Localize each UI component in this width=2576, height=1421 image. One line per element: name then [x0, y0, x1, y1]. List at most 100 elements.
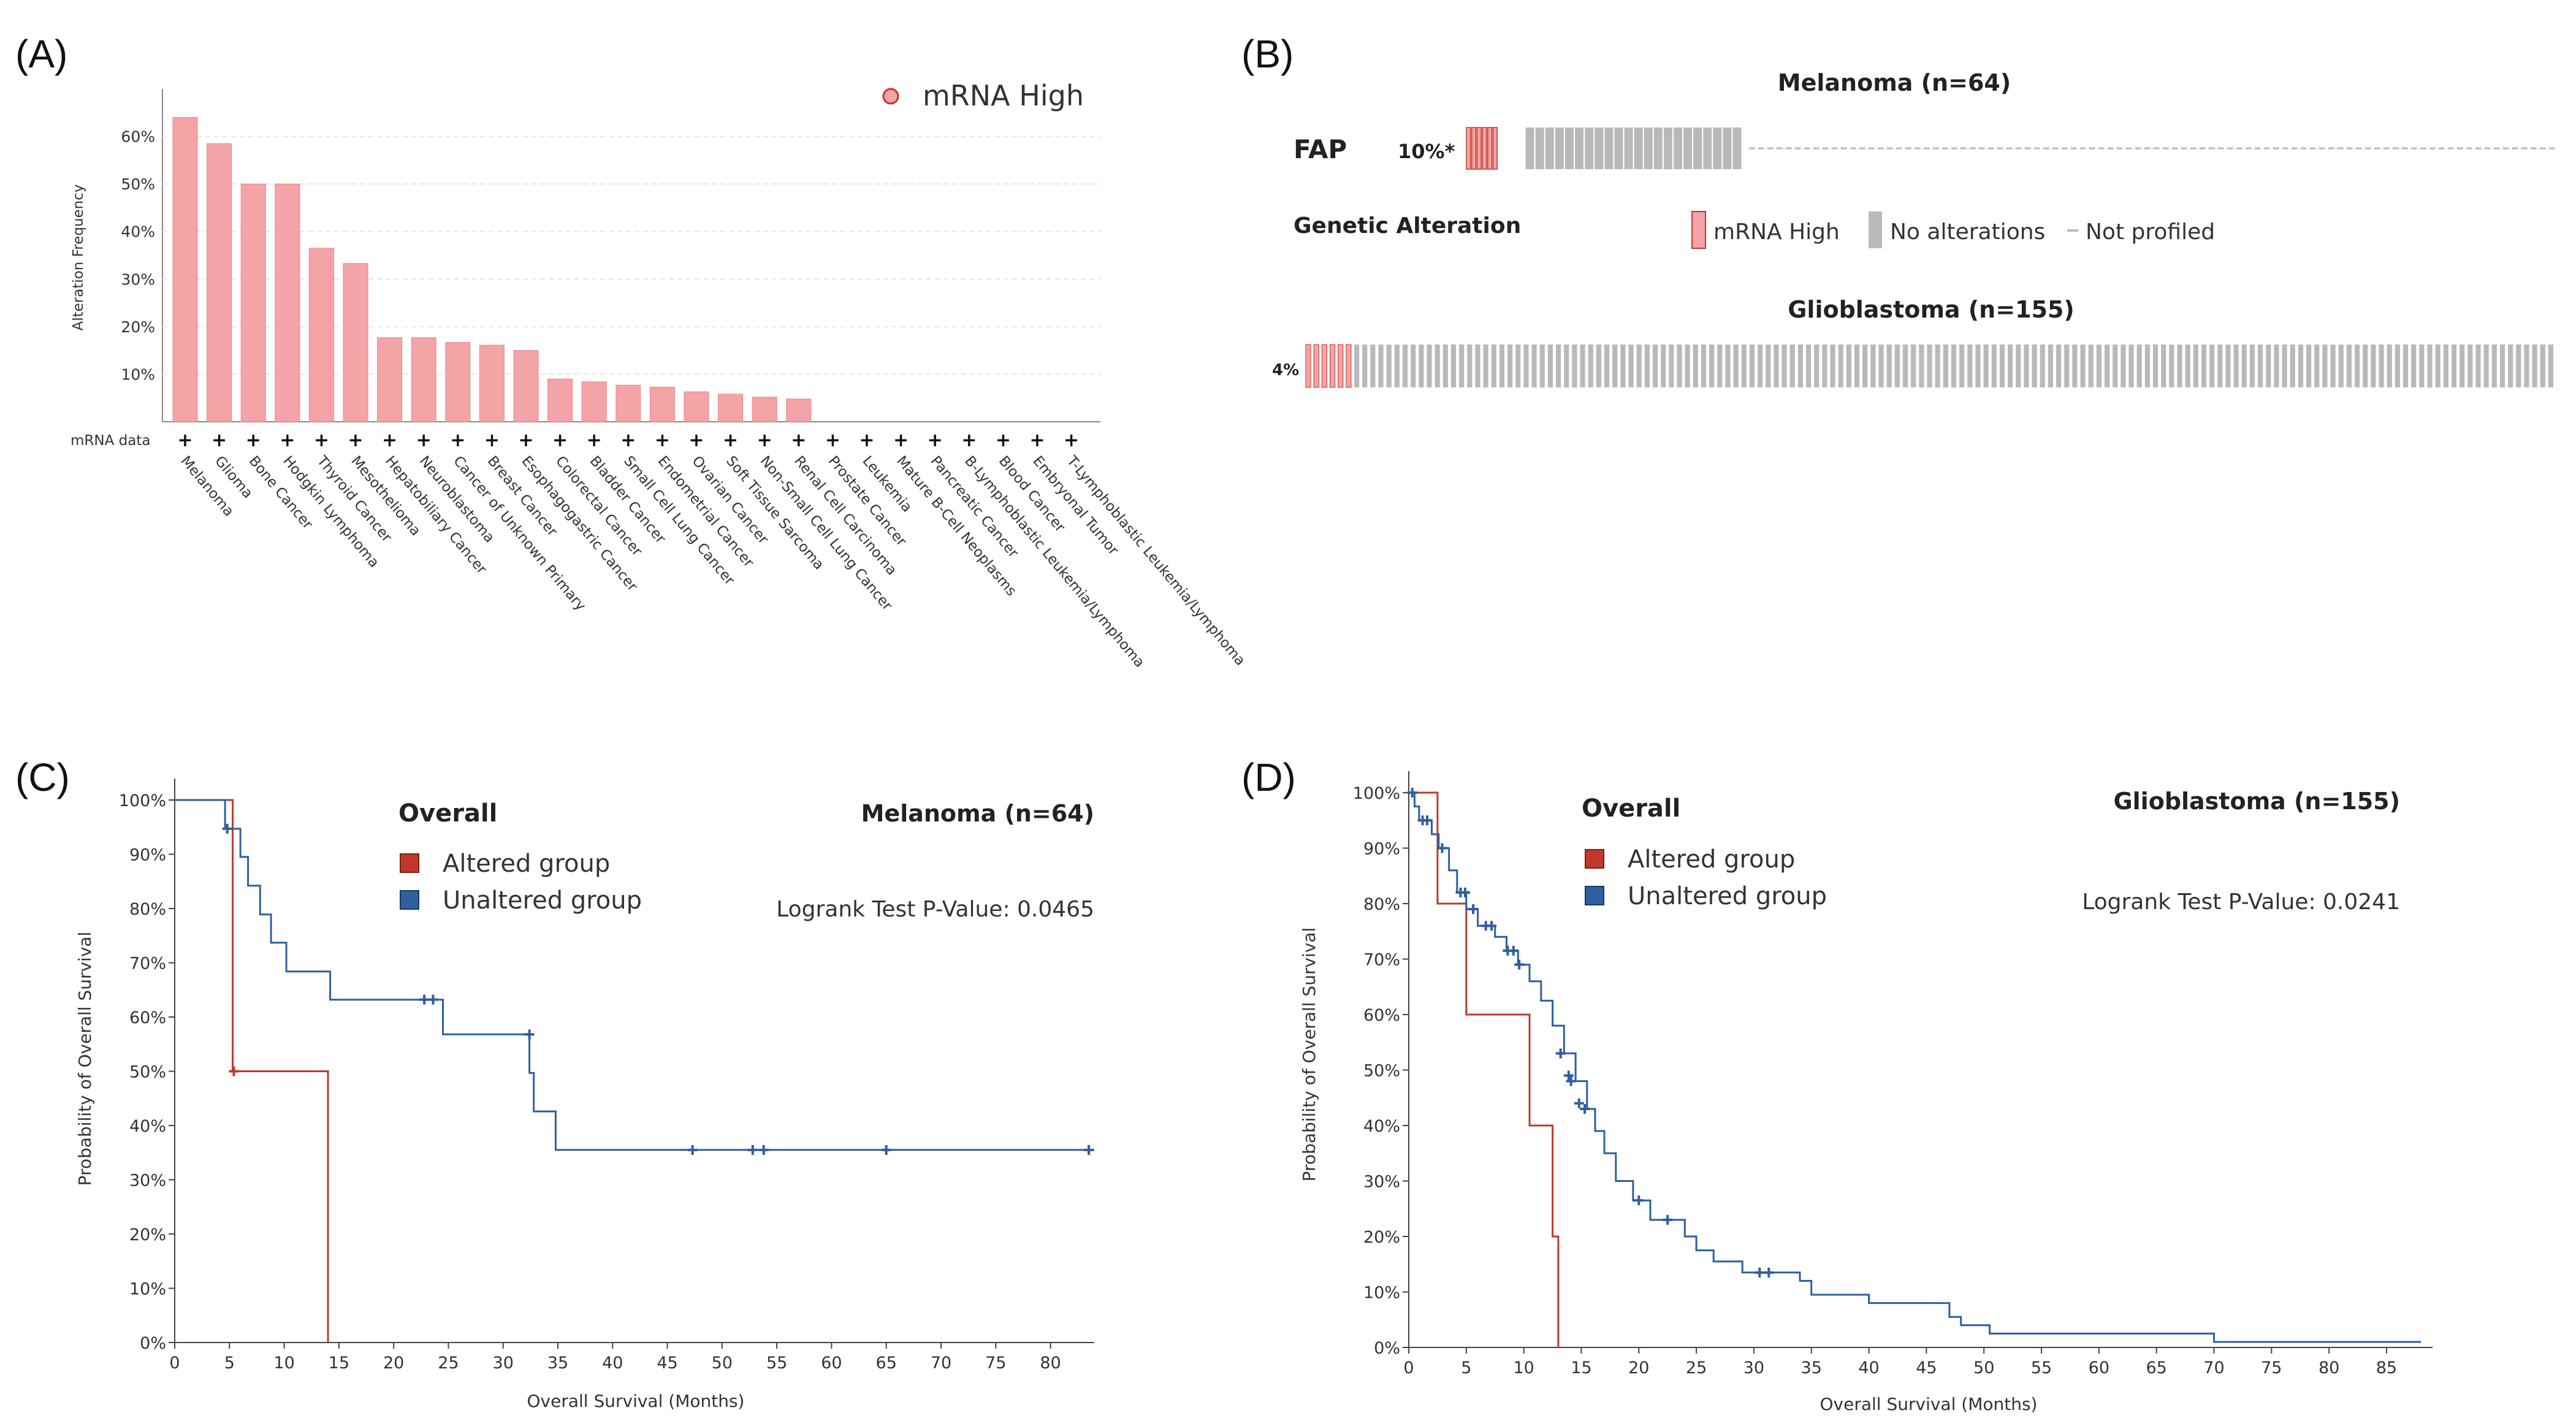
panel-b-melanoma-title: Melanoma (n=64) [1778, 69, 2011, 96]
panel-b-glioblastoma-unaltered-sample [1354, 345, 1360, 387]
panel-c-unaltered-censor-mark [524, 1029, 535, 1040]
panel-c-legend-altered: Altered group [443, 850, 610, 878]
panel-b-glioblastoma-unaltered-sample [2161, 345, 2166, 387]
panel-a-data-marker: + [552, 430, 568, 451]
panel-a-data-marker: + [382, 430, 397, 451]
panel-b-glioblastoma-unaltered-sample [2298, 345, 2303, 387]
panel-d-unaltered-censor-mark [1407, 788, 1417, 798]
panel-a-data-marker: + [859, 430, 874, 451]
panel-b-glioblastoma-unaltered-sample [1459, 345, 1465, 387]
panel-b-glioblastoma-unaltered-sample [2443, 345, 2448, 387]
panel-c-xtick-label: 0 [169, 1354, 180, 1373]
panel-c-ytick-label: 40% [129, 1117, 166, 1136]
panel-b-glioblastoma-unaltered-sample [1685, 345, 1690, 387]
panel-b-glioblastoma-unaltered-sample [1402, 345, 1408, 387]
panel-a-data-marker: + [928, 430, 943, 451]
panel-d-ytick-label: 0% [1374, 1339, 1400, 1358]
panel-b-glioblastoma-unaltered-sample [2346, 345, 2352, 387]
panel-d-km-glioblastoma: (D) 0% 10% 20% 30% 40% 50% 60% 70% 80% 90% 100% 0 5 1… [1241, 755, 2433, 1414]
panel-c-unaltered-censor-mark [758, 1145, 769, 1155]
panel-b-glioblastoma-unaltered-sample [1531, 345, 1537, 387]
panel-b-glioblastoma-unaltered-sample [2338, 345, 2344, 387]
panel-b-glioblastoma-unaltered-sample [1572, 345, 1577, 387]
panel-b-glioblastoma-unaltered-sample [1362, 345, 1368, 387]
panel-c-ytick-label: 80% [129, 900, 166, 919]
panel-d-legend-altered: Altered group [1628, 845, 1795, 874]
panel-c-unaltered-censor-mark [419, 994, 430, 1005]
panel-b-melanoma-unaltered-sample [1564, 128, 1574, 169]
panel-b-glioblastoma-unaltered-sample [1507, 345, 1513, 387]
panel-b-glioblastoma-unaltered-sample [2040, 345, 2045, 387]
panel-d-xtick-label: 35 [1801, 1358, 1822, 1377]
panel-b-glioblastoma-unaltered-sample [2282, 345, 2287, 387]
panel-b-glioblastoma-unaltered-sample [1854, 345, 1860, 387]
panel-d-xtick-label: 75 [2261, 1358, 2282, 1377]
panel-b-glioblastoma-unaltered-sample [1378, 345, 1384, 387]
panel-b-glioblastoma-unaltered-sample [1781, 345, 1787, 387]
panel-b-melanoma-unaltered-sample [1653, 128, 1663, 169]
panel-a-data-marker: + [177, 430, 192, 451]
panel-b-melanoma-altered-sample [1492, 127, 1498, 170]
panel-a-bar [479, 345, 505, 422]
panel-b-melanoma-unaltered-sample [1614, 128, 1623, 169]
panel-b-melanoma-unaltered-sample [1595, 128, 1604, 169]
panel-b-glioblastoma-unaltered-sample [1991, 345, 1997, 387]
panel-a-data-marker: + [348, 430, 363, 451]
panel-b-glioblastoma-unaltered-sample [1846, 345, 1851, 387]
panel-d-unaltered-censor-mark [1764, 1267, 1774, 1278]
panel-b-glioblastoma-unaltered-sample [2258, 345, 2263, 387]
panel-c-unaltered-curve [175, 799, 1094, 1151]
panel-b-glioblastoma-unaltered-sample [1725, 345, 1731, 387]
panel-b-glioblastoma-unaltered-sample [1515, 345, 1521, 387]
panel-d-xtick-label: 70 [2203, 1358, 2224, 1377]
panel-d-xtick-label: 40 [1858, 1358, 1879, 1377]
panel-c-pvalue: Logrank Test P-Value: 0.0465 [776, 897, 1094, 922]
panel-a-data-marker: + [791, 430, 806, 451]
panel-b-glioblastoma-unaltered-sample [1604, 345, 1610, 387]
panel-b-glioblastoma-unaltered-sample [2193, 345, 2198, 387]
panel-b-glioblastoma-unaltered-sample [2411, 345, 2417, 387]
panel-d-xtick-label: 15 [1571, 1358, 1591, 1377]
panel-a-data-marker: + [961, 430, 977, 451]
panel-d-unaltered-censor-mark [1755, 1267, 1765, 1278]
panel-b-melanoma-altered-sample [1487, 127, 1493, 170]
panel-a-legend-marker [882, 88, 899, 105]
panel-b-melanoma-unaltered-sample [1683, 128, 1693, 169]
panel-b-melanoma-unaltered-sample [1545, 128, 1554, 169]
panel-c-xtick-label: 80 [1040, 1354, 1061, 1373]
panel-b-glioblastoma-unaltered-sample [2016, 345, 2021, 387]
panel-a-data-marker: + [757, 430, 772, 451]
panel-a-ytick: 30% [121, 270, 155, 288]
panel-a-bar [581, 381, 607, 422]
panel-c-xtick-label: 45 [657, 1354, 677, 1373]
panel-b-glioblastoma-unaltered-sample [1733, 345, 1739, 387]
panel-b-glioblastoma-unaltered-sample [1886, 345, 1892, 387]
panel-d-unaltered-censor-mark [1574, 1098, 1584, 1108]
panel-b-glioblastoma-unaltered-sample [1419, 345, 1424, 387]
panel-b-glioblastoma-unaltered-sample [2048, 345, 2053, 387]
panel-a-ytick: 50% [121, 175, 155, 193]
panel-b-glioblastoma-unaltered-sample [1588, 345, 1593, 387]
panel-c-km-melanoma: (C) 0% 10% 20% 30% 40% 50% 60% 70% 80% 90% 100% 0 5 1… [15, 755, 1094, 1411]
panel-d-xtick-label: 55 [2031, 1358, 2052, 1377]
panel-b-melanoma-unaltered-sample [1575, 128, 1584, 169]
panel-d-xtick-label: 10 [1513, 1358, 1534, 1377]
panel-c-xtick-label: 15 [329, 1354, 349, 1373]
panel-a-data-marker: + [620, 430, 636, 451]
panel-c-title: Melanoma (n=64) [861, 800, 1094, 827]
panel-d-legend-unaltered: Unaltered group [1628, 882, 1827, 910]
panel-a-bar [649, 386, 675, 422]
panel-a-data-marker: + [1064, 430, 1079, 451]
panel-b-melanoma-unaltered-sample [1673, 128, 1682, 169]
panel-d-label: (D) [1241, 755, 1296, 799]
panel-b-glioblastoma-unaltered-sample [2096, 345, 2102, 387]
panel-b-glioblastoma-altered-sample [1329, 344, 1336, 388]
panel-b-glioblastoma-unaltered-sample [2032, 345, 2037, 387]
panel-a-legend-text: mRNA High [923, 79, 1084, 112]
panel-b-glioblastoma-unaltered-sample [1483, 345, 1488, 387]
panel-b-glioblastoma-unaltered-sample [1830, 345, 1835, 387]
panel-c-xtick-label: 75 [985, 1354, 1006, 1373]
panel-b-glioblastoma-unaltered-sample [2088, 345, 2094, 387]
panel-c-legend-unaltered: Unaltered group [443, 886, 642, 915]
panel-b-glioblastoma-unaltered-sample [1475, 345, 1480, 387]
